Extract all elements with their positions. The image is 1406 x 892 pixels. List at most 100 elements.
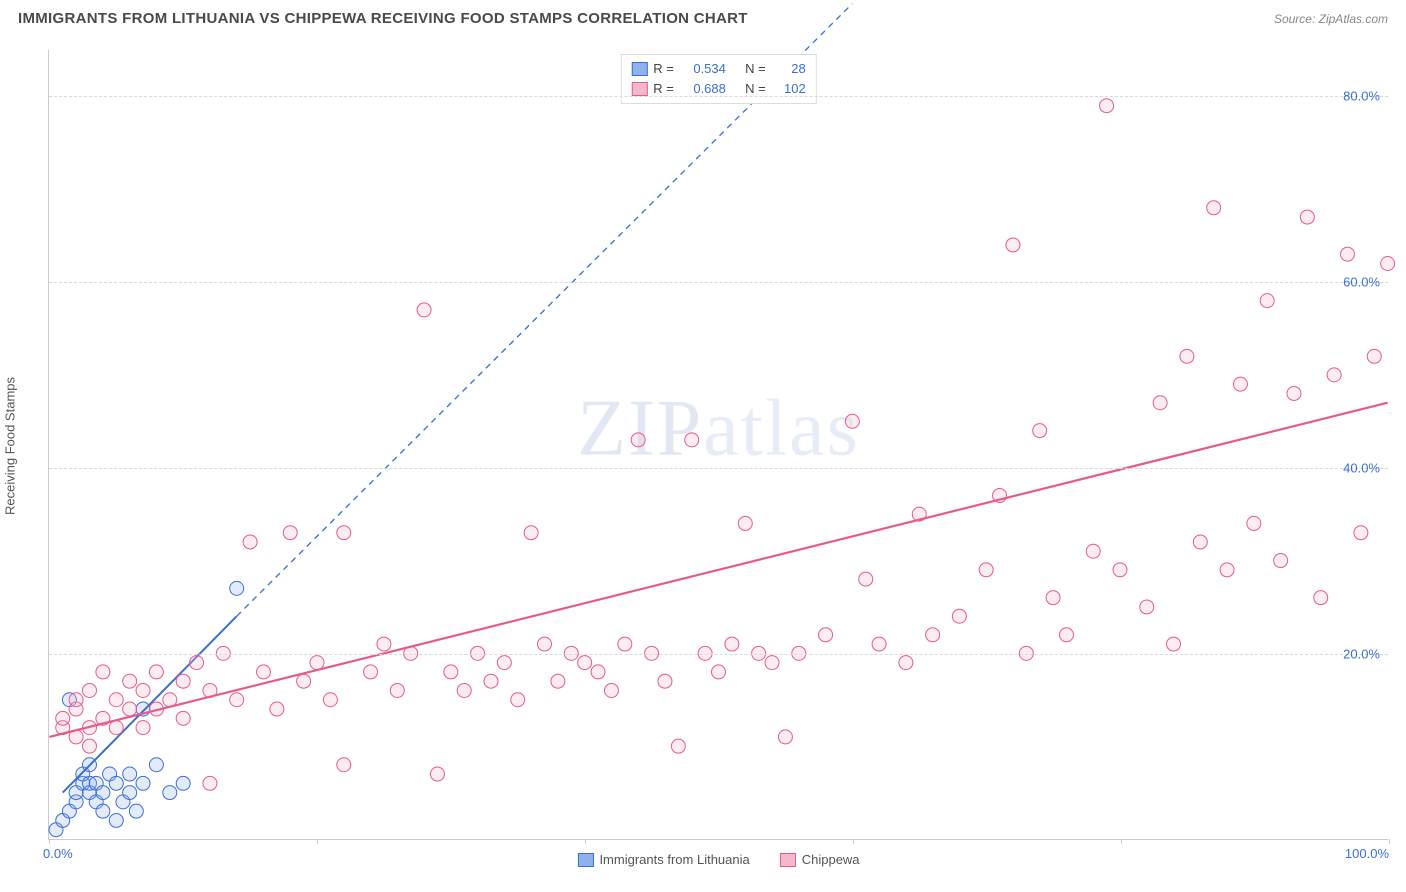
data-point-lithuania	[129, 804, 143, 818]
data-point-chippewa	[1314, 591, 1328, 605]
gridline	[49, 96, 1388, 97]
data-point-chippewa	[283, 526, 297, 540]
data-point-lithuania	[109, 776, 123, 790]
data-point-chippewa	[457, 683, 471, 697]
data-point-chippewa	[979, 563, 993, 577]
trendline-chippewa	[49, 403, 1387, 737]
data-point-chippewa	[297, 674, 311, 688]
data-point-chippewa	[591, 665, 605, 679]
scatter-svg	[49, 50, 1388, 839]
data-point-chippewa	[1207, 201, 1221, 215]
data-point-chippewa	[337, 526, 351, 540]
data-point-chippewa	[1086, 544, 1100, 558]
x-tick-mark	[585, 839, 586, 844]
data-point-chippewa	[83, 683, 97, 697]
data-point-chippewa	[484, 674, 498, 688]
data-point-chippewa	[604, 683, 618, 697]
data-point-chippewa	[1167, 637, 1181, 651]
legend-item-chippewa: Chippewa	[780, 852, 860, 867]
data-point-chippewa	[1381, 257, 1395, 271]
data-point-chippewa	[417, 303, 431, 317]
data-point-chippewa	[1300, 210, 1314, 224]
data-point-chippewa	[1193, 535, 1207, 549]
data-point-chippewa	[685, 433, 699, 447]
gridline	[49, 282, 1388, 283]
y-tick-label: 80.0%	[1343, 89, 1380, 104]
data-point-chippewa	[511, 693, 525, 707]
data-point-chippewa	[1153, 396, 1167, 410]
data-point-chippewa	[1033, 424, 1047, 438]
data-point-lithuania	[136, 776, 150, 790]
data-point-chippewa	[658, 674, 672, 688]
data-point-chippewa	[109, 693, 123, 707]
source-credit: Source: ZipAtlas.com	[1274, 12, 1388, 26]
data-point-chippewa	[270, 702, 284, 716]
data-point-chippewa	[1233, 377, 1247, 391]
data-point-chippewa	[390, 683, 404, 697]
data-point-lithuania	[149, 758, 163, 772]
y-tick-label: 40.0%	[1343, 461, 1380, 476]
data-point-chippewa	[243, 535, 257, 549]
data-point-chippewa	[1260, 294, 1274, 308]
data-point-lithuania	[96, 786, 110, 800]
swatch-lithuania	[631, 62, 647, 76]
legend-item-lithuania: Immigrants from Lithuania	[577, 852, 749, 867]
series-legend: Immigrants from Lithuania Chippewa	[577, 852, 859, 867]
data-point-chippewa	[364, 665, 378, 679]
data-point-chippewa	[123, 674, 137, 688]
data-point-chippewa	[230, 693, 244, 707]
data-point-chippewa	[551, 674, 565, 688]
data-point-chippewa	[323, 693, 337, 707]
data-point-chippewa	[1046, 591, 1060, 605]
data-point-chippewa	[618, 637, 632, 651]
data-point-lithuania	[176, 776, 190, 790]
stat-r-label: R =	[653, 59, 674, 79]
swatch-chippewa	[780, 853, 796, 867]
data-point-chippewa	[1327, 368, 1341, 382]
data-point-chippewa	[136, 683, 150, 697]
data-point-chippewa	[778, 730, 792, 744]
y-tick-label: 60.0%	[1343, 275, 1380, 290]
data-point-chippewa	[430, 767, 444, 781]
data-point-chippewa	[337, 758, 351, 772]
stat-r-value-lithuania: 0.534	[680, 59, 726, 79]
gridline	[49, 468, 1388, 469]
data-point-chippewa	[725, 637, 739, 651]
data-point-chippewa	[1274, 554, 1288, 568]
data-point-chippewa	[712, 665, 726, 679]
legend-label-chippewa: Chippewa	[802, 852, 860, 867]
data-point-chippewa	[1367, 349, 1381, 363]
data-point-chippewa	[123, 702, 137, 716]
data-point-chippewa	[1100, 99, 1114, 113]
data-point-chippewa	[1354, 526, 1368, 540]
y-axis-label: Receiving Food Stamps	[3, 377, 18, 515]
data-point-chippewa	[1220, 563, 1234, 577]
data-point-chippewa	[497, 656, 511, 670]
data-point-chippewa	[256, 665, 270, 679]
data-point-chippewa	[136, 721, 150, 735]
data-point-lithuania	[163, 786, 177, 800]
stats-row-lithuania: R =0.534 N =28	[631, 59, 805, 79]
swatch-lithuania	[577, 853, 593, 867]
data-point-chippewa	[1006, 238, 1020, 252]
data-point-lithuania	[109, 813, 123, 827]
data-point-chippewa	[203, 776, 217, 790]
data-point-chippewa	[176, 711, 190, 725]
data-point-chippewa	[1341, 247, 1355, 261]
data-point-chippewa	[69, 693, 83, 707]
data-point-lithuania	[123, 767, 137, 781]
data-point-chippewa	[1247, 516, 1261, 530]
data-point-chippewa	[738, 516, 752, 530]
data-point-chippewa	[190, 656, 204, 670]
data-point-chippewa	[1180, 349, 1194, 363]
x-tick-mark	[1389, 839, 1390, 844]
data-point-chippewa	[872, 637, 886, 651]
x-tick-label: 100.0%	[1345, 846, 1389, 861]
data-point-chippewa	[631, 433, 645, 447]
x-tick-mark	[1121, 839, 1122, 844]
data-point-chippewa	[819, 628, 833, 642]
data-point-chippewa	[109, 721, 123, 735]
stat-n-value-lithuania: 28	[772, 59, 806, 79]
data-point-chippewa	[899, 656, 913, 670]
data-point-chippewa	[845, 414, 859, 428]
